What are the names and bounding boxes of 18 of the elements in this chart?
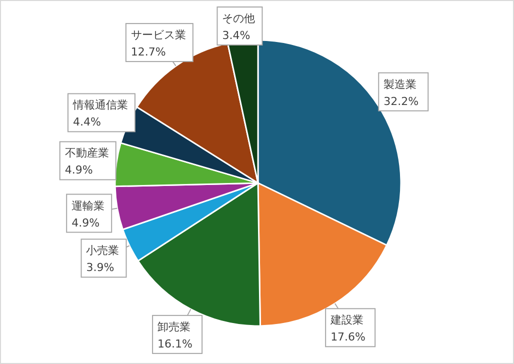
slice-label: 製造業: [384, 78, 417, 91]
slice-label: 不動産業: [64, 146, 109, 160]
slice-label: 建設業: [330, 314, 364, 327]
data-label: 3.9%: [86, 261, 114, 274]
data-label: 32.2%: [384, 94, 419, 108]
data-label: 4.9%: [72, 216, 100, 230]
slice-label: 卸売業: [158, 320, 191, 334]
data-label: 16.1%: [158, 337, 193, 350]
data-label: 4.9%: [64, 164, 93, 177]
data-label: 4.4%: [72, 116, 101, 129]
data-label: 3.4%: [222, 29, 250, 42]
slice-label: その他: [222, 12, 256, 25]
slice-label: サービス業: [130, 28, 186, 42]
slice-label: 小売業: [86, 244, 120, 258]
data-label: 12.7%: [130, 46, 166, 59]
slice-label: 情報通信業: [72, 98, 128, 112]
slice-label: 運輸業: [72, 199, 105, 212]
data-label: 17.6%: [330, 330, 366, 344]
